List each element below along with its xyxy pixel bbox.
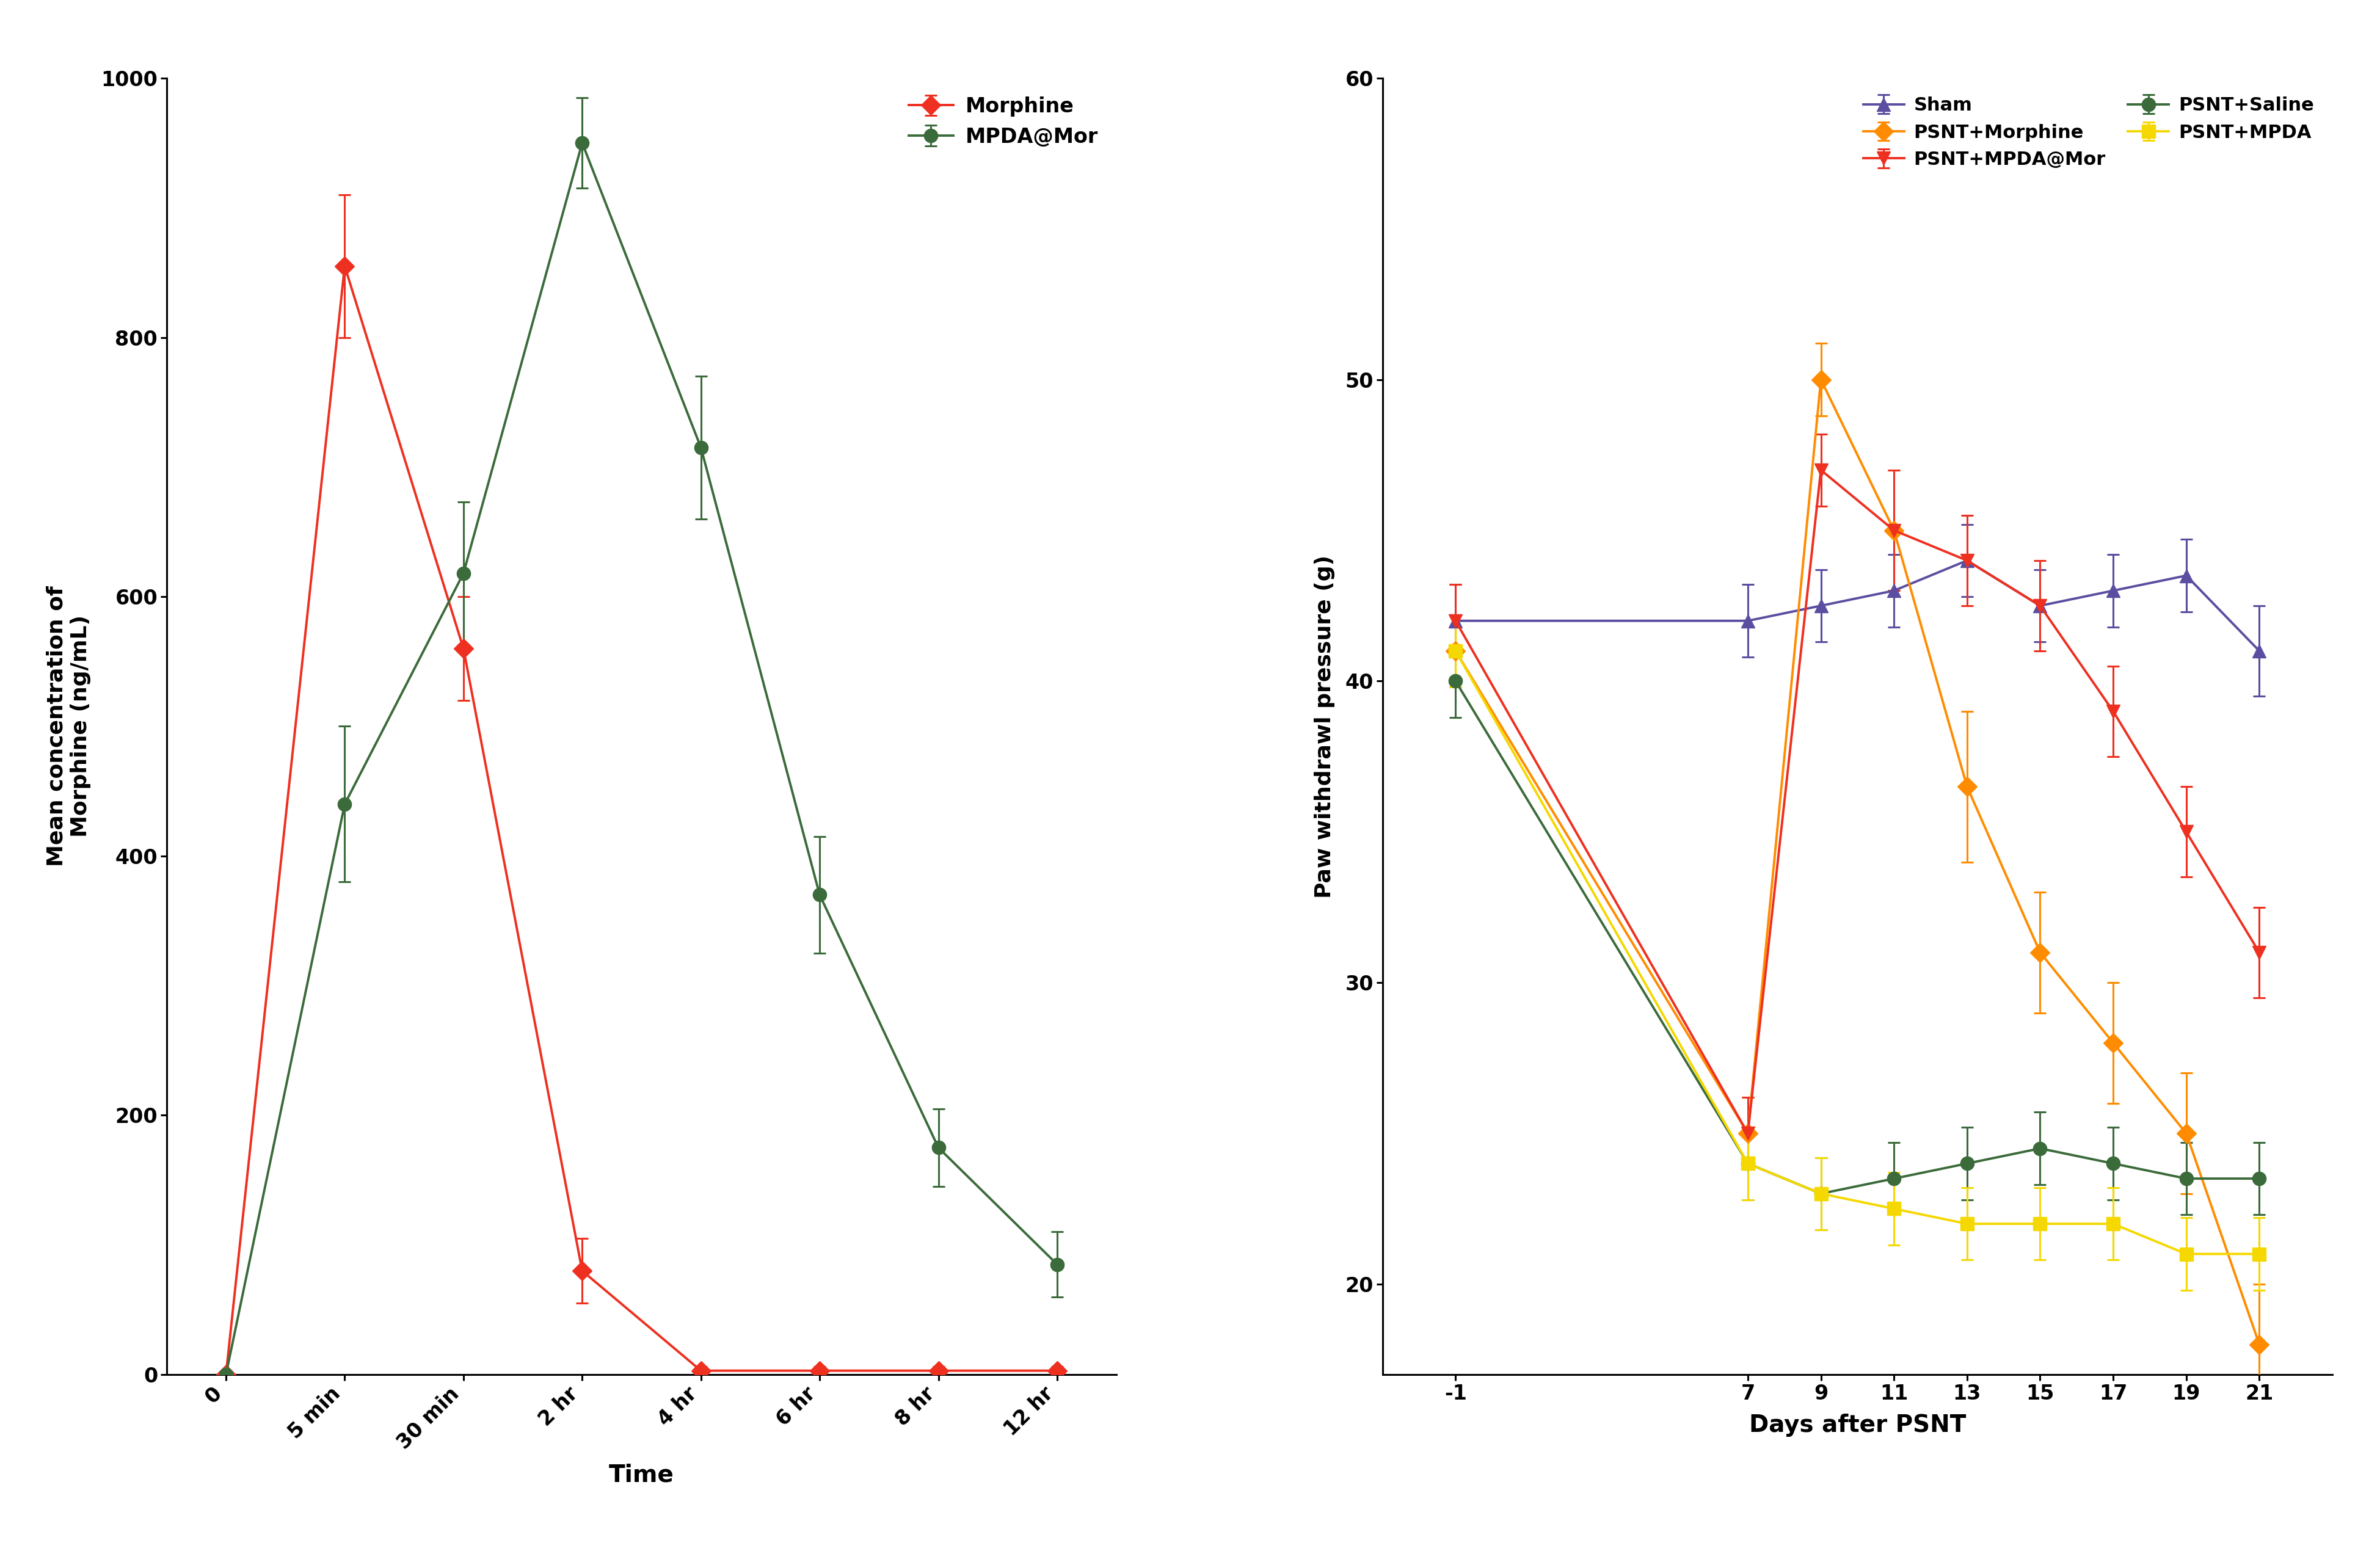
Y-axis label: Paw withdrawl pressure (g): Paw withdrawl pressure (g): [1314, 555, 1335, 898]
X-axis label: Time: Time: [609, 1464, 674, 1487]
X-axis label: Days after PSNT: Days after PSNT: [1749, 1414, 1966, 1437]
Y-axis label: Mean concentration of
Morphine (ng/mL): Mean concentration of Morphine (ng/mL): [45, 586, 90, 867]
Legend: Morphine, MPDA@Mor: Morphine, MPDA@Mor: [900, 89, 1107, 155]
Legend: Sham, PSNT+Morphine, PSNT+MPDA@Mor, PSNT+Saline, PSNT+MPDA: Sham, PSNT+Morphine, PSNT+MPDA@Mor, PSNT…: [1854, 87, 2323, 178]
